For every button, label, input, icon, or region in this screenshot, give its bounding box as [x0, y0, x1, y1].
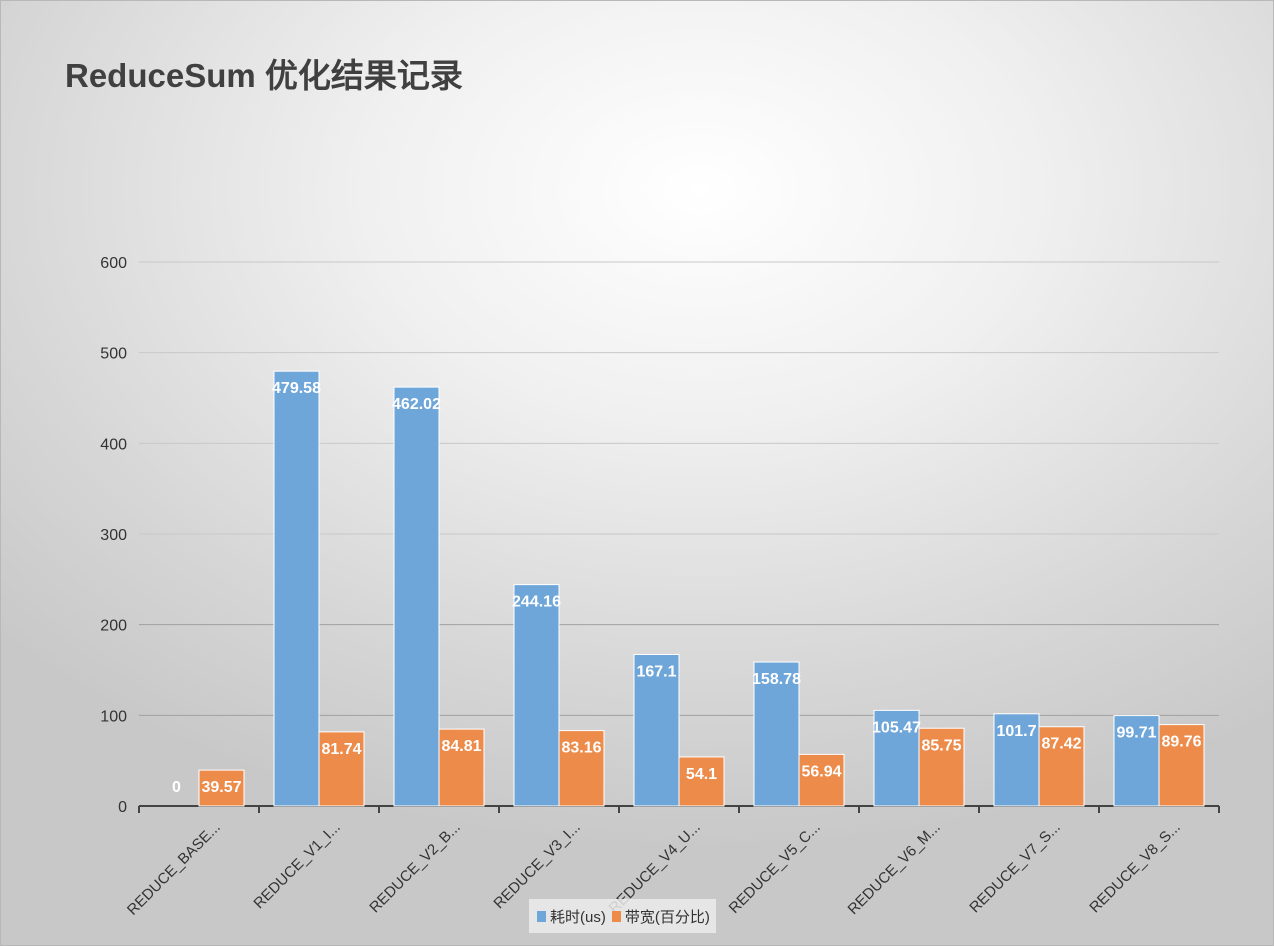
y-tick-label: 0 [118, 799, 127, 816]
data-label: 85.75 [921, 737, 961, 754]
bar-bandwidth [558, 730, 605, 807]
bar-bandwidth [798, 753, 845, 807]
data-label: 84.81 [441, 738, 481, 755]
data-label: 479.58 [272, 380, 321, 397]
bar-time [753, 661, 800, 807]
x-tick-label: REDUCE_V7_S... [966, 819, 1064, 917]
data-label: 83.16 [561, 740, 601, 757]
data-label: 99.71 [1116, 725, 1156, 742]
bar-time [513, 584, 560, 807]
y-tick-label: 100 [100, 708, 127, 725]
x-tick-label: REDUCE_V2_B... [366, 819, 464, 917]
data-label: 167.1 [636, 663, 676, 680]
bar-time [393, 386, 440, 807]
bar-time [633, 653, 680, 807]
y-tick-label: 500 [100, 346, 127, 363]
bar-bandwidth [1038, 726, 1085, 807]
data-label: 462.02 [392, 396, 441, 413]
data-label: 54.1 [686, 766, 717, 783]
bar-bandwidth [198, 769, 245, 807]
x-tick-label: REDUCE_V8_S... [1086, 819, 1184, 917]
data-label: 158.78 [752, 671, 801, 688]
legend-label-bandwidth: 带宽(百分比) [624, 908, 710, 926]
bar-bandwidth [318, 731, 365, 807]
data-label: 0 [172, 779, 181, 796]
data-label: 89.76 [1161, 734, 1201, 751]
data-label: 105.47 [872, 719, 921, 736]
x-tick-label: REDUCE_V6_M... [845, 819, 944, 918]
x-tick-label: REDUCE_BASE... [124, 819, 224, 919]
data-label: 101.7 [996, 723, 1036, 740]
legend-swatch-bandwidth [611, 910, 621, 922]
legend: 耗时(us) 带宽(百分比) [529, 899, 716, 933]
legend-swatch-time [537, 910, 546, 922]
chart-title: ReduceSum 优化结果记录 [65, 57, 463, 94]
data-label: 39.57 [201, 779, 241, 796]
y-tick-label: 600 [100, 255, 127, 272]
data-label: 81.74 [321, 741, 361, 758]
bar-bandwidth [678, 756, 725, 807]
bar-bandwidth [918, 727, 965, 807]
bar-bandwidth [438, 728, 485, 807]
x-tick-label: REDUCE_V1_I... [250, 819, 343, 912]
legend-label-time: 耗时(us) [550, 908, 606, 926]
bar-time [993, 713, 1040, 807]
x-tick-label: REDUCE_V5_C... [726, 819, 824, 917]
y-tick-label: 400 [100, 436, 127, 453]
data-label: 56.94 [801, 763, 841, 780]
y-tick-label: 200 [100, 618, 127, 635]
y-tick-label: 300 [100, 527, 127, 544]
bar-time [273, 370, 320, 807]
data-label: 244.16 [512, 594, 561, 611]
bar-bandwidth [1158, 724, 1205, 807]
data-label: 87.42 [1041, 736, 1081, 753]
bar-time [1113, 715, 1160, 807]
